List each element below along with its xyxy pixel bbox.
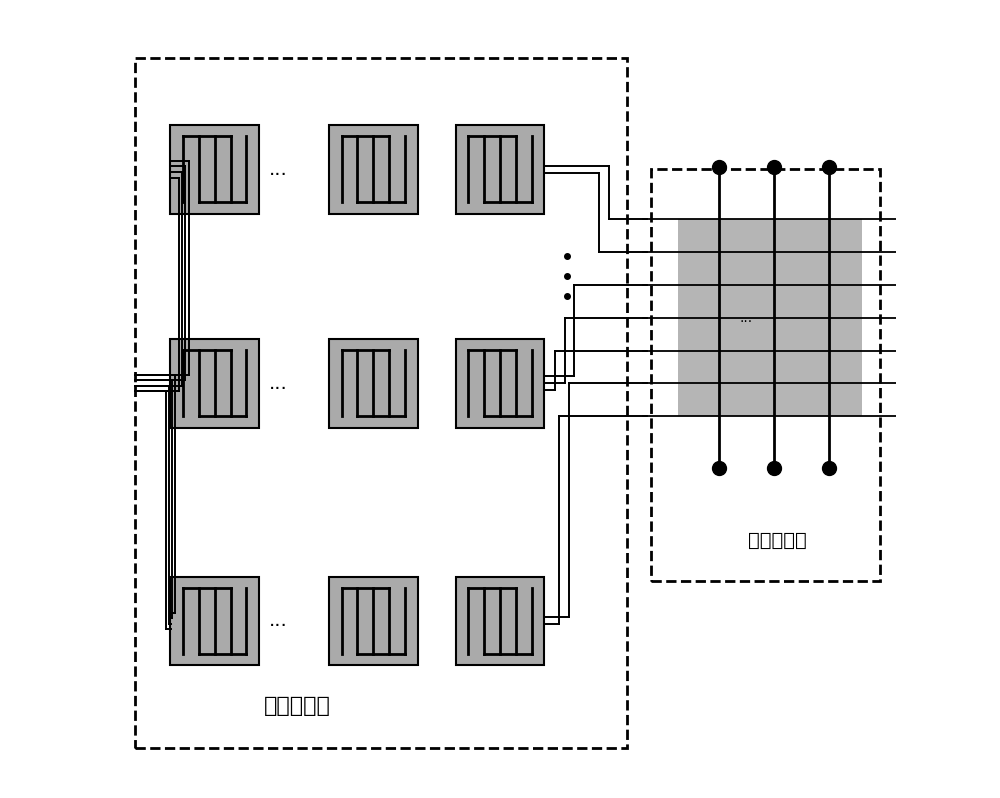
Text: ...: ... xyxy=(269,160,287,179)
Bar xyxy=(678,219,862,417)
Text: ...: ... xyxy=(740,310,753,325)
Text: 传感器单元: 传感器单元 xyxy=(264,696,331,716)
Bar xyxy=(329,576,418,666)
Bar xyxy=(329,339,418,428)
Bar xyxy=(456,124,544,214)
Bar xyxy=(170,339,259,428)
Text: ...: ... xyxy=(269,373,287,393)
Bar xyxy=(135,58,627,748)
Text: ...: ... xyxy=(269,611,287,630)
Bar xyxy=(170,576,259,666)
Bar xyxy=(329,124,418,214)
Text: 忆阻器单元: 忆阻器单元 xyxy=(748,531,806,550)
Bar xyxy=(651,169,880,581)
Bar xyxy=(456,339,544,428)
Bar xyxy=(170,124,259,214)
Bar xyxy=(456,576,544,666)
